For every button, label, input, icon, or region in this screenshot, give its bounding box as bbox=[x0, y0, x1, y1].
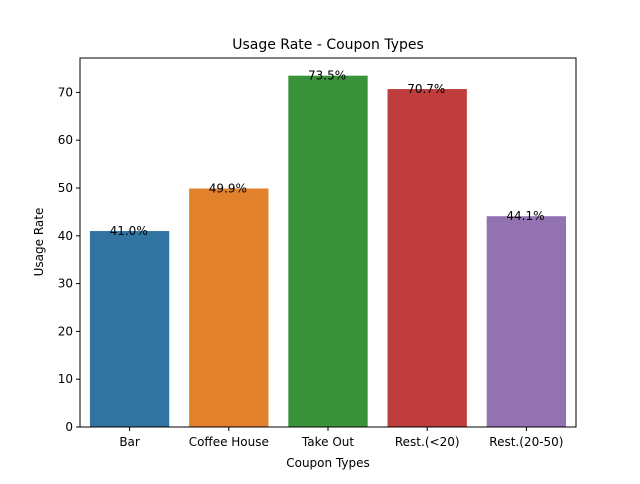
data-labels-group: 41.0% 49.9% 73.5% 70.7% 44.1% bbox=[110, 69, 545, 238]
bar-3 bbox=[387, 89, 467, 427]
data-label-1: 49.9% bbox=[209, 181, 247, 195]
y-tick-label-6: 60 bbox=[58, 133, 73, 147]
bar-0 bbox=[89, 231, 170, 427]
x-tick-label-3: Rest.(<20) bbox=[395, 435, 460, 449]
bar-2 bbox=[288, 75, 368, 427]
y-tick-label-2: 20 bbox=[58, 324, 73, 338]
y-tick-label-7: 70 bbox=[58, 85, 73, 99]
y-axis: 0 10 20 30 40 50 60 70 bbox=[58, 85, 80, 434]
x-tick-label-1: Coffee House bbox=[189, 435, 269, 449]
bar-1 bbox=[189, 188, 269, 427]
x-tick-label-0: Bar bbox=[119, 435, 140, 449]
y-tick-label-5: 50 bbox=[58, 181, 73, 195]
data-label-2: 73.5% bbox=[308, 69, 346, 83]
bars-group bbox=[89, 75, 567, 427]
data-label-0: 41.0% bbox=[110, 224, 148, 238]
y-tick-label-0: 0 bbox=[65, 420, 73, 434]
bar-4 bbox=[486, 216, 567, 427]
x-tick-label-4: Rest.(20-50) bbox=[489, 435, 563, 449]
x-axis: Bar Coffee House Take Out Rest.(<20) Rest.(2… bbox=[119, 427, 563, 449]
data-label-3: 70.7% bbox=[407, 82, 445, 96]
y-tick-label-3: 30 bbox=[58, 277, 73, 291]
chart-title: Usage Rate - Coupon Types bbox=[232, 37, 424, 53]
x-tick-label-2: Take Out bbox=[301, 435, 354, 449]
data-label-4: 44.1% bbox=[506, 209, 544, 223]
y-tick-label-4: 40 bbox=[58, 229, 73, 243]
y-axis-label: Usage Rate bbox=[32, 208, 46, 277]
x-axis-label: Coupon Types bbox=[286, 456, 370, 470]
y-tick-label-1: 10 bbox=[58, 372, 73, 386]
